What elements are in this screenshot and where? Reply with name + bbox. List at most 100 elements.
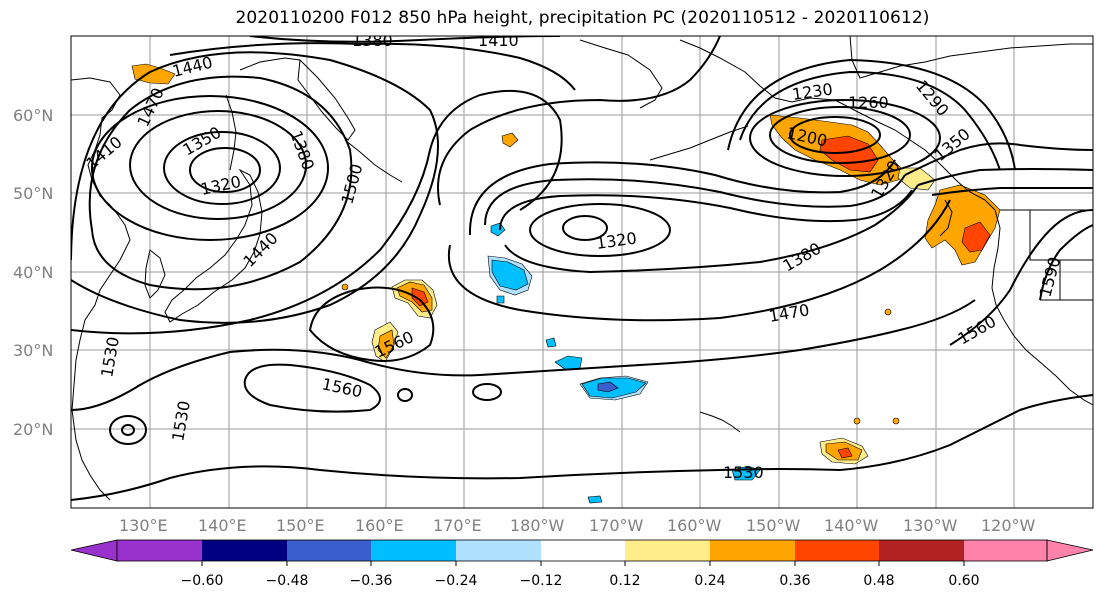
coast-hawaii	[699, 411, 741, 433]
latitude-labels: 60°N 50°N 40°N 30°N 20°N	[13, 106, 53, 439]
contour-label: 1380	[352, 31, 393, 50]
contour-alaska-1380e	[917, 168, 1093, 186]
colorbar-tick-label: 0.24	[694, 573, 725, 589]
colorbar-segment	[456, 540, 541, 561]
contour-1560-south	[243, 363, 381, 413]
lon-label: 140°W	[824, 516, 879, 535]
precip-aleutian-orange	[501, 132, 519, 148]
lat-label: 60°N	[13, 106, 53, 125]
colorbar-tick-label: −0.24	[435, 573, 478, 589]
coast-alaska-north	[849, 36, 1093, 79]
lon-label: 150°E	[276, 516, 325, 535]
coast-bc-islands	[939, 199, 953, 237]
coast-kuril	[344, 139, 403, 183]
contour-alaska-1320	[727, 58, 1016, 171]
contour-alaska-1260	[749, 99, 941, 177]
contour-low-1380	[129, 110, 307, 220]
precip-hawaii-red	[837, 447, 853, 459]
contour-label: 1410	[478, 31, 519, 50]
contour-low-1350	[163, 131, 281, 205]
contour-small-ring3	[397, 388, 413, 402]
colorbar-extend-low	[70, 539, 118, 562]
precip-dot3	[892, 417, 900, 425]
colorbar-tick-label: 0.12	[609, 573, 640, 589]
colorbar-segment	[202, 540, 287, 561]
precip-subtropic-royal	[597, 381, 619, 393]
lon-label: 140°E	[198, 516, 247, 535]
contour-alaska-1410e	[931, 186, 1093, 196]
lat-label: 30°N	[13, 341, 53, 360]
contour-pac-low-1320	[562, 215, 608, 241]
colorbar-tick-label: 0.36	[779, 573, 810, 589]
lat-label: 50°N	[13, 184, 53, 203]
lat-label: 20°N	[13, 420, 53, 439]
contour-pac-low-1350	[529, 203, 671, 257]
colorbar-tick-label: 0.48	[863, 573, 894, 589]
colorbar-segment	[625, 540, 710, 561]
contour-1470-west	[71, 51, 439, 324]
lon-label: 180°W	[510, 516, 565, 535]
colorbar-tick-label: −0.48	[266, 573, 309, 589]
lon-label: 160°E	[355, 516, 404, 535]
contour-alaska-1350	[904, 142, 1093, 176]
contour-1500	[71, 89, 563, 335]
contour-1410-top	[169, 42, 576, 91]
precip-subtropic-blue1	[554, 355, 583, 371]
longitude-labels: 130°E 140°E 150°E 160°E 170°E 180°W 170°…	[119, 516, 1036, 535]
lon-label: 120°W	[981, 516, 1036, 535]
precip-dateline-blue	[491, 259, 529, 291]
colorbar-tick-label: −0.60	[181, 573, 224, 589]
map-panel: 1380 1410 1440 1470 1410 1350 1380 1320 …	[70, 31, 1094, 509]
coast-alaska	[679, 39, 996, 211]
contour-small-ring2	[121, 424, 135, 436]
contour-low-1410	[91, 95, 329, 241]
contour-alaska-1290	[739, 70, 1001, 171]
lon-label: 130°W	[903, 516, 958, 535]
precip-dot1	[884, 308, 892, 316]
contour-pac-1500b	[437, 36, 721, 206]
lon-label: 160°W	[667, 516, 722, 535]
contour-pac-1440	[468, 159, 896, 236]
contour-1530-lower	[71, 394, 1093, 501]
contour-pac-1380	[499, 189, 913, 231]
precip-bc-coast-red	[961, 221, 991, 253]
height-contours	[71, 36, 1093, 501]
precip-small-blue3	[587, 495, 603, 504]
contour-label: 1530	[723, 463, 764, 482]
precip-aleutian-blue	[490, 222, 506, 237]
map-title: 2020110200 F012 850 hPa height, precipit…	[235, 8, 930, 28]
contour-pac-1470	[447, 199, 951, 322]
contour-low-1320	[189, 147, 261, 193]
contour-low-1440	[88, 75, 353, 291]
precip-south-orange	[377, 329, 395, 359]
coast-japan	[164, 168, 263, 323]
coast-north-america	[991, 209, 1093, 406]
coast-okhotsk	[239, 57, 301, 71]
contour-1530-upper	[71, 299, 976, 411]
lon-label: 130°E	[119, 516, 168, 535]
colorbar-segment	[964, 540, 1047, 561]
colorbar-tick-label: 0.60	[948, 573, 979, 589]
contour-1560-east	[949, 209, 1093, 346]
precip-small-blue2	[496, 295, 505, 304]
contour-1560-midpac	[308, 286, 435, 362]
colorbar-segment	[287, 540, 371, 561]
precip-small-blue1	[545, 337, 557, 348]
precipitation-shading	[131, 63, 1001, 504]
lon-label: 170°E	[433, 516, 482, 535]
lat-label: 40°N	[13, 263, 53, 282]
colorbar-segment	[795, 540, 879, 561]
coast-kamchatka	[297, 58, 356, 141]
contour-small-ring4	[472, 383, 502, 401]
contour-alaska-1200	[789, 116, 881, 154]
lon-label: 150°W	[746, 516, 801, 535]
colorbar-segment	[117, 540, 202, 561]
contour-pac-1440b	[504, 184, 919, 274]
colorbar-segment	[371, 540, 456, 561]
contour-pac-1410	[484, 174, 906, 226]
colorbar-segment	[710, 540, 795, 561]
coast-chukotka	[579, 39, 663, 109]
colorbar-tick-label: −0.36	[350, 573, 393, 589]
colorbar: −0.60 −0.48 −0.36 −0.24 −0.12 0.12 0.24 …	[70, 539, 1094, 589]
